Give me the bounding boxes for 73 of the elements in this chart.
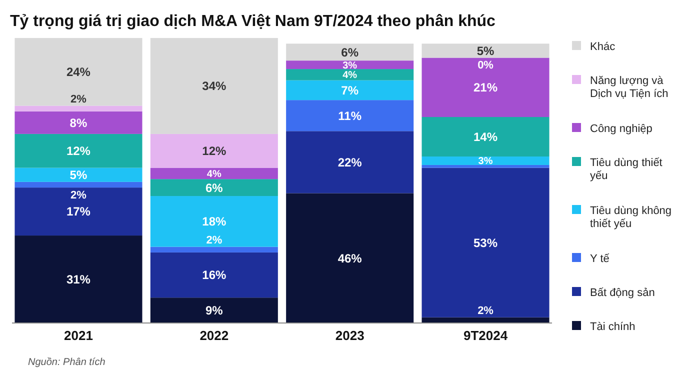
data-label: 8% xyxy=(70,116,88,130)
bar xyxy=(422,168,550,318)
data-label: 4% xyxy=(342,70,358,82)
data-label: 6% xyxy=(341,45,359,60)
bar xyxy=(150,168,278,180)
bar xyxy=(422,44,550,58)
bar xyxy=(14,111,142,134)
bar xyxy=(14,182,142,188)
bar xyxy=(150,179,278,196)
data-label: 31% xyxy=(66,272,91,286)
bar xyxy=(150,252,278,298)
bar xyxy=(14,236,142,323)
data-label: 12% xyxy=(202,144,226,158)
data-label: 16% xyxy=(202,268,226,282)
legend-label: Bất động sản xyxy=(590,286,655,299)
bar xyxy=(286,60,414,70)
data-label: 11% xyxy=(338,108,362,123)
data-label: 2% xyxy=(478,305,494,318)
data-label: 7% xyxy=(341,83,359,98)
data-label: 12% xyxy=(66,144,91,158)
bar xyxy=(14,168,142,182)
data-label: 2% xyxy=(70,189,87,202)
legend-label: Tiêu dùng không thiết yếu xyxy=(590,204,672,230)
bar xyxy=(14,38,142,106)
bar xyxy=(286,69,414,80)
data-label: 2% xyxy=(206,234,222,247)
data-label: 2% xyxy=(70,94,87,106)
data-label: 5% xyxy=(476,44,495,58)
bar xyxy=(14,188,142,236)
text: Nguồn: Phân tích xyxy=(28,357,106,368)
data-label: 6% xyxy=(205,180,224,195)
bar xyxy=(150,38,278,134)
x-tick-label: 2021 xyxy=(64,328,93,343)
x-tick-label: 2022 xyxy=(200,328,229,343)
bar xyxy=(422,117,550,157)
data-label: 3% xyxy=(478,156,493,168)
bar xyxy=(14,134,142,168)
bar xyxy=(286,80,414,100)
data-label: 14% xyxy=(474,130,498,144)
bar xyxy=(286,100,414,132)
data-label: 4% xyxy=(206,168,222,180)
legend-label: Năng lượng và Dịch vụ Tiện ích xyxy=(590,74,668,100)
data-label: 34% xyxy=(202,79,226,94)
data-label: 21% xyxy=(474,80,498,95)
data-label: 3% xyxy=(342,60,358,72)
bar xyxy=(286,193,414,323)
bar xyxy=(150,196,278,247)
bar xyxy=(150,134,278,168)
legend-label: Tiêu dùng thiết yếu xyxy=(590,156,662,182)
legend-label: Tài chính xyxy=(590,320,636,333)
data-label: 9% xyxy=(205,304,224,318)
bar xyxy=(422,164,550,168)
legend-label: Khác xyxy=(590,40,616,53)
x-tick-label: 2023 xyxy=(335,328,364,343)
data-label: 24% xyxy=(66,65,91,80)
chart-title: Tỷ trọng giá trị giao dịch M&A Việt Nam 9T/2024 theo phân khúc xyxy=(10,13,496,30)
data-label: 22% xyxy=(338,155,362,170)
data-label: 53% xyxy=(474,236,498,250)
bar xyxy=(150,298,278,323)
bar xyxy=(150,246,278,252)
bar xyxy=(286,131,414,194)
data-label: 17% xyxy=(66,204,91,219)
data-label: 0% xyxy=(478,60,494,72)
bar xyxy=(422,58,550,118)
x-tick-label: 9T2024 xyxy=(463,328,508,343)
legend-label: Y tế xyxy=(590,252,610,265)
bar xyxy=(14,106,142,112)
data-label: 18% xyxy=(202,214,226,229)
legend-label: Công nghiệp xyxy=(590,122,652,135)
data-label: 46% xyxy=(338,251,362,266)
bar xyxy=(286,44,414,61)
bar xyxy=(422,156,550,165)
data-label: 5% xyxy=(70,168,88,182)
